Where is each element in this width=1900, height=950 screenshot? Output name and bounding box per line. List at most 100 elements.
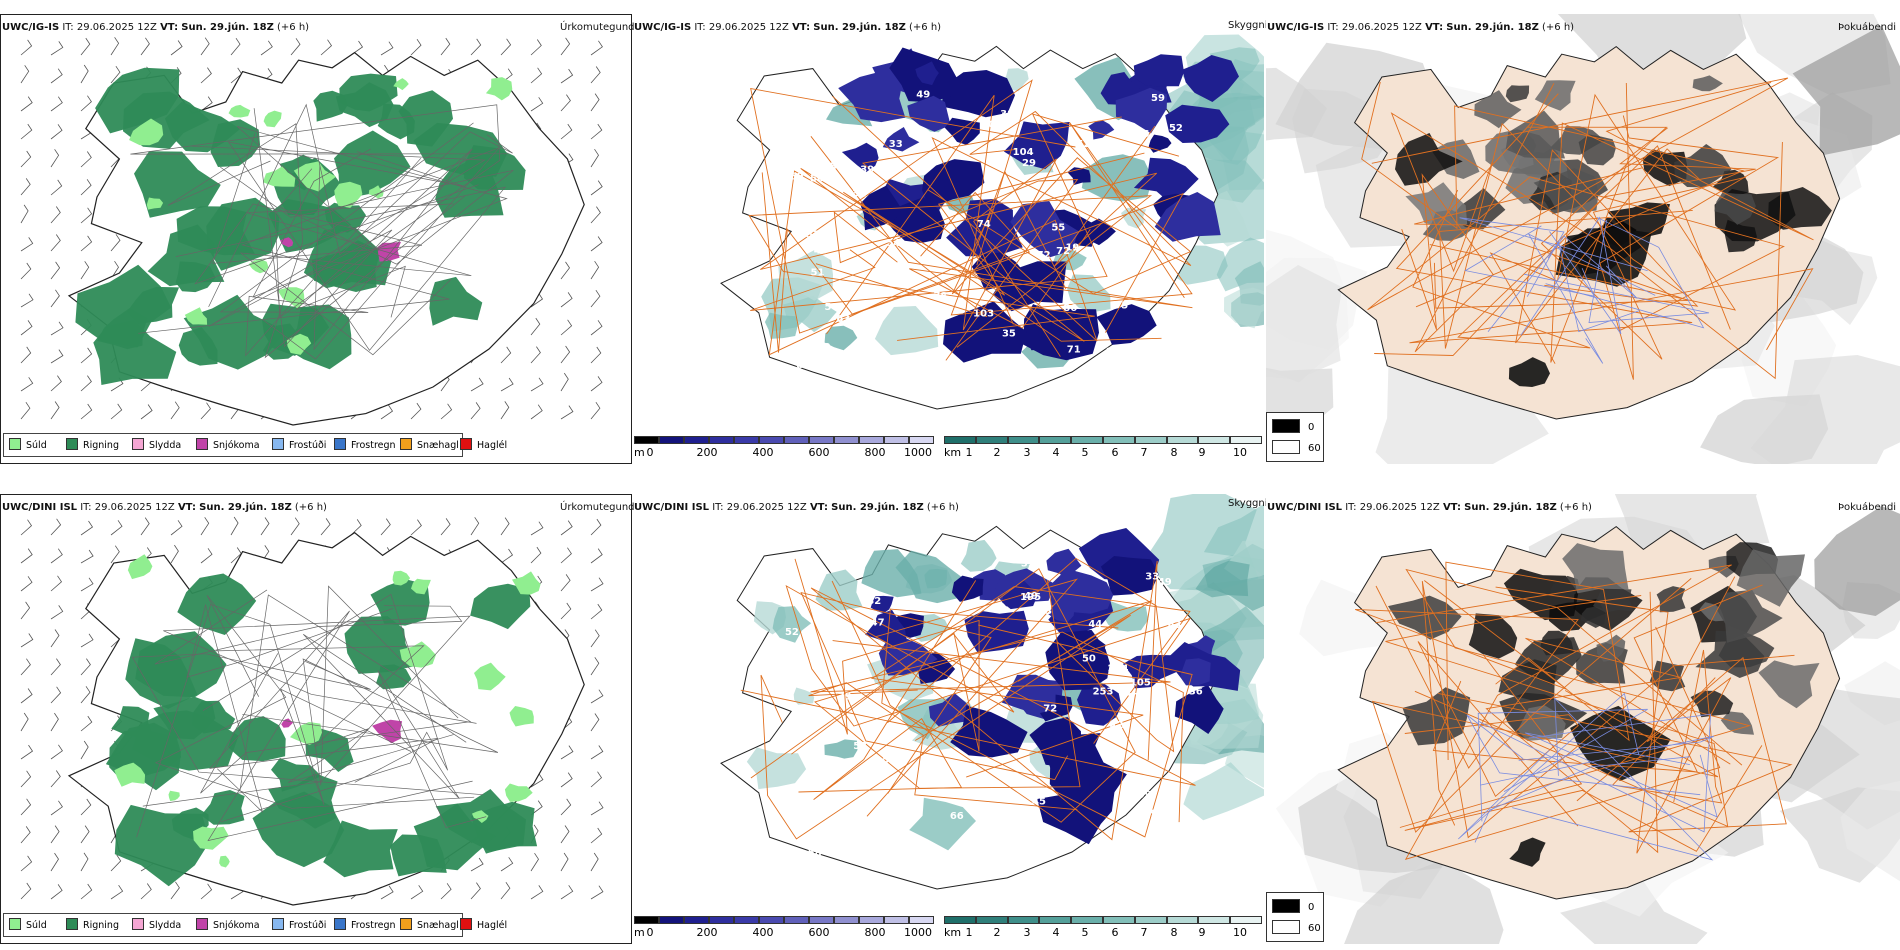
snow-swatch [196, 918, 208, 930]
cloudbase-label: 58 [955, 368, 969, 379]
visibility-tick: 8 [1170, 446, 1178, 459]
colorbar-segment [1134, 916, 1167, 924]
cloudbase-labels: 79 72 57 49 45 51 49 50 78 61 105 76 96 224 253 47 66 195… [785, 559, 1203, 861]
legend-item-freezing-rain: Frostregn [334, 438, 396, 451]
visibility-tick: 1 [965, 926, 973, 939]
rain-swatch [66, 918, 78, 930]
colorbar-segment [709, 436, 734, 444]
precip-areas [105, 554, 541, 887]
colorbar-segment [684, 916, 709, 924]
cloudbase-label: 72 [1056, 246, 1070, 257]
sleet-swatch [132, 438, 144, 450]
legend-item-snow-pellets: Snæhagl [400, 438, 459, 451]
rain-swatch [66, 438, 78, 450]
visibility-tick: 7 [1140, 446, 1148, 459]
fog-index-map-row2 [1275, 494, 1900, 944]
cloudbase-label: 40 [814, 246, 828, 257]
cloudbase-label: 45 [1032, 796, 1046, 807]
cloudbase-label: 36 [1189, 687, 1203, 698]
cloudbase-labels: 66 104 63 65 51 50 46 49 52 55 86 69 87 60 72 54 51 51 78 5… [790, 89, 1201, 379]
cloudbase-label: 96 [1151, 809, 1165, 820]
cloudbase-label: 49 [1024, 591, 1038, 602]
colorbar-segment [1166, 436, 1199, 444]
legend-item-freezing-drizzle: Frostúði [272, 438, 326, 451]
cloudbase-label: 195 [1020, 592, 1041, 603]
cloudbase-label: 75 [1114, 301, 1128, 312]
colorbar-segment [1039, 916, 1072, 924]
cloudbase-label: 69 [790, 172, 804, 183]
cloudbase-label: 72 [1037, 250, 1051, 261]
colorbar-segment [809, 916, 834, 924]
title-fog-row1: Þokuábendi [1838, 22, 1897, 33]
cloudbase-label: 87 [1127, 692, 1141, 703]
cloudbase-label: 54 [886, 238, 900, 249]
visibility-tick: 2 [993, 446, 1001, 459]
cloudbase-tick: 1000 [904, 446, 932, 459]
colorbar-segment [944, 436, 976, 444]
colorbar-segment [909, 436, 934, 444]
title-cloudbase-row2: Skyggni [1228, 498, 1268, 509]
cloudbase-label: 38 [1000, 109, 1014, 120]
visibility-tick: 3 [1023, 446, 1031, 459]
cloudbase-label: 40 [1153, 746, 1167, 757]
colorbar-segment [709, 916, 734, 924]
cloudbase-label: 87 [1106, 347, 1120, 358]
snow-pellets-swatch [400, 438, 412, 450]
cloudbase-areas [865, 528, 1241, 845]
cloudbase-label: 84 [1156, 802, 1170, 813]
fog-index-map-panel-row1 [1266, 14, 1900, 464]
precip-type-map-row2 [20, 516, 604, 906]
title-precip-row2: Úrkomutegund [560, 502, 635, 513]
precip-type-map-panel-row2 [0, 494, 632, 944]
colorbar-segment [1198, 436, 1231, 444]
legend-item-freezing-drizzle: Frostúði [272, 918, 326, 931]
visibility-tick: 9 [1198, 446, 1206, 459]
header-precip-row1: UWC/IG-IS IT: 29.06.2025 12Z VT: Sun. 29… [2, 22, 310, 33]
cloudbase-label: 32 [867, 596, 881, 607]
precip-legend-row2: Súld Rigning Slydda Snjókoma Frostúði Fr… [3, 913, 507, 937]
roads [740, 557, 1196, 841]
visibility-unit: km [944, 926, 962, 939]
visibility-tick: 3 [1023, 926, 1031, 939]
roads [1361, 77, 1814, 380]
cloudbase-label: 50 [882, 755, 896, 766]
freezing-rain-swatch [334, 438, 346, 450]
colorbar-segment [684, 436, 709, 444]
cloudbase-label: 33 [889, 139, 903, 150]
cloudbase-label: 32 [886, 120, 900, 131]
sleet-swatch [132, 918, 144, 930]
colorbar-segment [1198, 916, 1231, 924]
cloudbase-label: 71 [1067, 345, 1081, 356]
header-cloudbase-row1: UWC/IG-IS IT: 29.06.2025 12Z VT: Sun. 29… [634, 22, 942, 33]
colorbar-segment [809, 436, 834, 444]
visibility-tick: 9 [1198, 926, 1206, 939]
rivers [1459, 216, 1710, 364]
legend-item-hail: Haglél [460, 918, 507, 931]
cloudbase-label: 123 [1031, 606, 1052, 617]
cloudbase-colorbar-row1: m 0 200 400 600 800 1000 [634, 436, 940, 462]
colorbar-segment [634, 916, 659, 924]
cloudbase-label: 50 [1082, 654, 1096, 665]
colorbar-segment [1166, 916, 1199, 924]
cloudbase-label: 48 [984, 843, 998, 854]
visibility-tick: 7 [1140, 926, 1148, 939]
colorbar-segment [944, 916, 976, 924]
cloudbase-label: 65 [796, 360, 810, 371]
cloudbase-label: 42 [1110, 720, 1124, 731]
legend-item-sleet: Slydda [132, 438, 181, 451]
drizzle-swatch [9, 438, 21, 450]
cloudbase-tick: 400 [752, 926, 774, 939]
freezing-drizzle-swatch [272, 438, 284, 450]
cloudbase-label: 104 [1013, 147, 1034, 158]
title-fog-row2: Þokuábendi [1838, 502, 1897, 513]
roads [130, 103, 514, 360]
cloudbase-label: 74 [977, 219, 991, 230]
cloudbase-label: 33 [1145, 572, 1159, 583]
colorbar-segment [1103, 916, 1135, 924]
header-cloudbase-row2: UWC/DINI ISL IT: 29.06.2025 12Z VT: Sun.… [634, 502, 959, 513]
cloudbase-tick: 200 [696, 926, 718, 939]
colorbar-segment [884, 436, 909, 444]
legend-item-snow: Snjókoma [196, 918, 260, 931]
cloudbase-label: 76 [805, 581, 819, 592]
cloudbase-label: 49 [1138, 789, 1152, 800]
